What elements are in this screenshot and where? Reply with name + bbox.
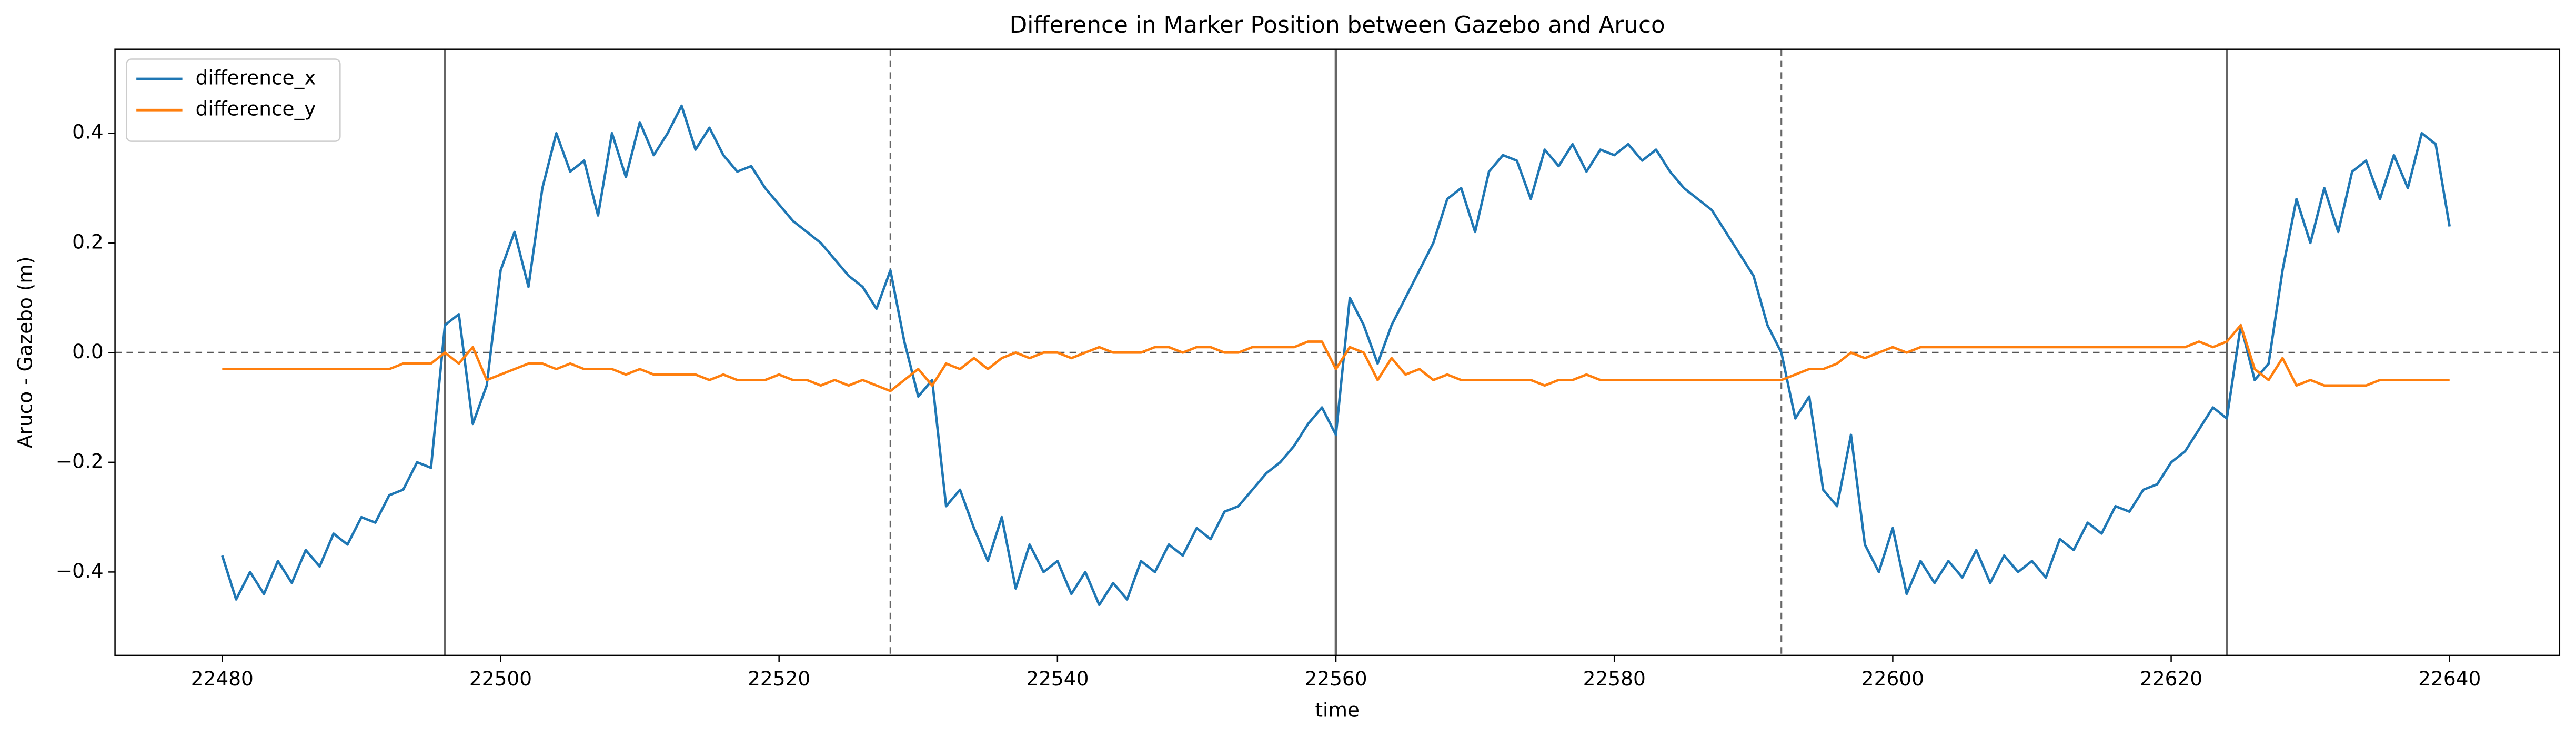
y-tick-label: −0.2: [56, 449, 104, 472]
x-tick-label: 22520: [748, 667, 810, 690]
legend-label: difference_x: [196, 66, 316, 89]
y-tick-label: 0.0: [72, 340, 104, 363]
x-tick-label: 22620: [2140, 667, 2202, 690]
y-axis-label: Aruco - Gazebo (m): [13, 257, 36, 449]
legend-label: difference_y: [196, 97, 316, 120]
x-axis-label: time: [1315, 699, 1360, 722]
data-line: [221, 104, 2451, 606]
x-tick-label: 22600: [1861, 667, 1924, 690]
x-tick-label: 22480: [191, 667, 254, 690]
plot-frame: [114, 48, 2561, 656]
y-tick-label: 0.4: [72, 120, 104, 144]
y-tick-label: −0.4: [56, 559, 104, 582]
x-tick-label: 22540: [1026, 667, 1089, 690]
x-tick-label: 22560: [1304, 667, 1367, 690]
x-tick-label: 22580: [1583, 667, 1646, 690]
data-line: [222, 323, 2450, 392]
legend: difference_x difference_y: [126, 58, 341, 142]
x-tick-label: 22500: [469, 667, 532, 690]
chart-title: Difference in Marker Position between Ga…: [1010, 12, 1665, 38]
x-tick-label: 22640: [2418, 667, 2481, 690]
y-tick-label: 0.2: [72, 230, 104, 253]
